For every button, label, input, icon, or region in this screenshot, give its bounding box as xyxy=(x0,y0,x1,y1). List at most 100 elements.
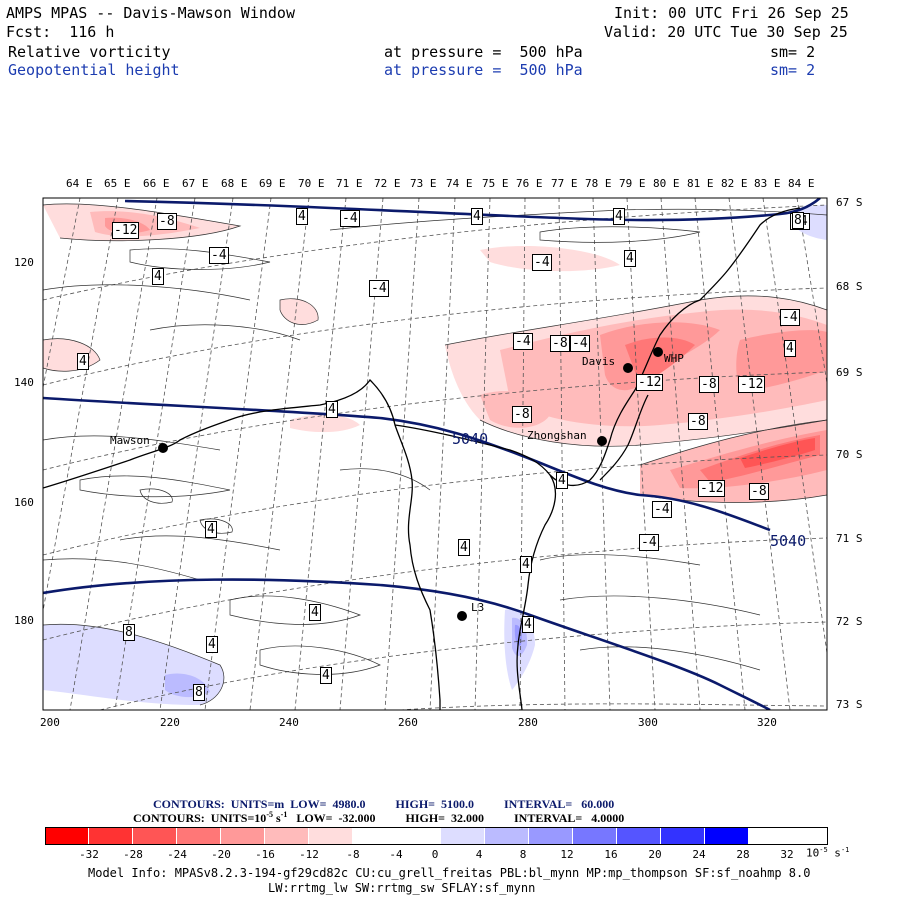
vorticity-label: -8 xyxy=(688,413,708,430)
vorticity-label: -8 xyxy=(157,213,177,230)
legend-vorticity-contours: CONTOURS: UNITS=10-5 s-1 LOW= -32.000 HI… xyxy=(133,810,624,826)
units-exp2: -1 xyxy=(840,846,850,854)
legend-vorticity-prefix: CONTOURS: UNITS=10 xyxy=(133,811,267,825)
model-info-line2: LW:rrtmg_lw SW:rrtmg_sw SFLAY:sf_mynn xyxy=(268,881,536,895)
bottom-axis-label: 320 xyxy=(757,716,777,729)
color-bar-frame xyxy=(45,827,828,845)
right-axis-label: 68 S xyxy=(836,280,863,293)
color-cell xyxy=(177,827,221,845)
vorticity-label: 4 xyxy=(296,208,308,225)
bottom-axis-label: 300 xyxy=(638,716,658,729)
color-cell xyxy=(45,827,89,845)
vorticity-label: 8 xyxy=(792,212,804,229)
valid-time: Valid: 20 UTC Tue 30 Sep 25 xyxy=(604,23,848,41)
top-axis-label: 75 E xyxy=(482,177,509,190)
top-axis-label: 68 E xyxy=(221,177,248,190)
top-axis-label: 64 E xyxy=(66,177,93,190)
legend-vorticity-exp2: -1 xyxy=(280,810,288,819)
vorticity-label: -12 xyxy=(698,480,726,497)
vorticity-label: 4 xyxy=(77,353,89,370)
bottom-axis-label: 280 xyxy=(518,716,538,729)
color-tick: -32 xyxy=(79,848,99,861)
left-axis-label: 140 xyxy=(14,376,34,389)
color-tick: -12 xyxy=(299,848,319,861)
top-axis-label: 70 E xyxy=(298,177,325,190)
top-axis-label: 69 E xyxy=(259,177,286,190)
right-axis-label: 70 S xyxy=(836,448,863,461)
vorticity-label: -12 xyxy=(112,222,140,239)
units-exp: -5 xyxy=(819,846,828,854)
top-axis-label: 71 E xyxy=(336,177,363,190)
vorticity-label: -12 xyxy=(738,376,766,393)
color-tick: 8 xyxy=(519,848,527,861)
color-tick: 16 xyxy=(604,848,618,861)
vorticity-label: -12 xyxy=(636,374,664,391)
vorticity-label: -8 xyxy=(749,483,769,500)
color-tick: -20 xyxy=(211,848,231,861)
color-cell xyxy=(441,827,485,845)
map-frame xyxy=(42,197,828,711)
top-axis-label: 83 E xyxy=(754,177,781,190)
top-axis-label: 81 E xyxy=(687,177,714,190)
right-axis-label: 69 S xyxy=(836,366,863,379)
color-cell xyxy=(309,827,353,845)
field1-name: Relative vorticity xyxy=(8,43,171,61)
right-axis-label: 72 S xyxy=(836,615,863,628)
vorticity-label: 4 xyxy=(326,401,338,418)
bottom-axis-label: 260 xyxy=(398,716,418,729)
units-base: 10 xyxy=(806,846,820,860)
vorticity-label: -4 xyxy=(340,210,360,227)
vorticity-label: 4 xyxy=(522,616,534,633)
color-tick: -24 xyxy=(167,848,187,861)
units-s: s xyxy=(827,846,841,860)
color-tick: -28 xyxy=(123,848,143,861)
vorticity-label: -4 xyxy=(369,280,389,297)
vorticity-label: -4 xyxy=(780,309,800,326)
color-tick: -4 xyxy=(389,848,403,861)
vorticity-label: 4 xyxy=(784,340,796,357)
color-tick: 20 xyxy=(648,848,662,861)
top-axis-label: 78 E xyxy=(585,177,612,190)
color-cell xyxy=(573,827,617,845)
latlon-grid xyxy=(43,198,827,710)
color-tick: 12 xyxy=(560,848,574,861)
top-axis-label: 67 E xyxy=(182,177,209,190)
color-cell xyxy=(397,827,441,845)
field1-smoothing: sm= 2 xyxy=(770,43,816,61)
station-label: L3 xyxy=(471,601,485,614)
legend-height-contours: CONTOURS: UNITS=m LOW= 4980.0 HIGH= 5100… xyxy=(153,797,615,811)
vorticity-label: 4 xyxy=(152,268,164,285)
bottom-axis-label: 200 xyxy=(40,716,60,729)
init-time: Init: 00 UTC Fri 26 Sep 25 xyxy=(614,4,849,22)
color-cell xyxy=(617,827,661,845)
top-axis-label: 72 E xyxy=(374,177,401,190)
legend-vorticity-exp: -5 xyxy=(266,810,273,819)
vorticity-label: 4 xyxy=(520,556,532,573)
legend-vorticity-units: s xyxy=(272,811,281,825)
top-axis-label: 66 E xyxy=(143,177,170,190)
color-cell xyxy=(529,827,573,845)
station-marker-zhongshan xyxy=(597,436,607,446)
vorticity-label: 4 xyxy=(471,208,483,225)
height-contours xyxy=(43,198,821,710)
height-contour-label: 5040 xyxy=(452,430,489,448)
bottom-axis-label: 220 xyxy=(160,716,180,729)
color-cell xyxy=(265,827,309,845)
vorticity-label: 4 xyxy=(309,604,321,621)
field1-level: at pressure = 500 hPa xyxy=(384,43,583,61)
vorticity-label: 4 xyxy=(320,667,332,684)
vorticity-label: 8 xyxy=(123,624,135,641)
right-axis-label: 71 S xyxy=(836,532,863,545)
station-marker-l3 xyxy=(457,611,467,621)
top-axis-label: 79 E xyxy=(619,177,646,190)
vorticity-label: -4 xyxy=(652,501,672,518)
station-label: Mawson xyxy=(110,434,150,447)
station-label: WHP xyxy=(664,352,684,365)
vorticity-label: 8 xyxy=(193,684,205,701)
color-tick: -8 xyxy=(346,848,360,861)
top-axis-label: 74 E xyxy=(446,177,473,190)
field2-name: Geopotential height xyxy=(8,61,180,79)
top-axis-label: 77 E xyxy=(551,177,578,190)
top-axis-label: 65 E xyxy=(104,177,131,190)
